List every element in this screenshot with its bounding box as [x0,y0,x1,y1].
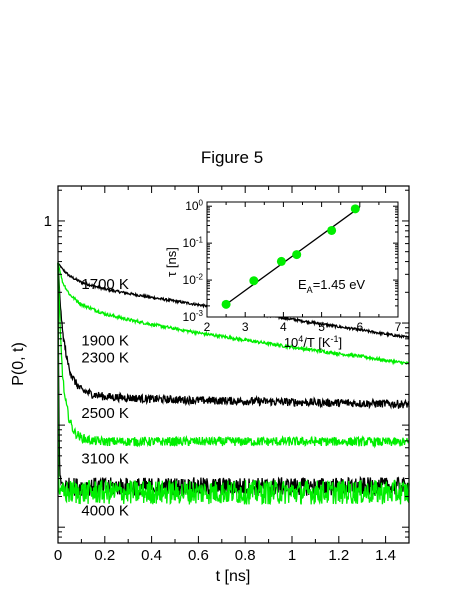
series-1900k-line [57,262,410,366]
figure-title: Figure 5 [201,148,263,167]
inset-x-tick-label: 2 [204,320,211,334]
inset-y-tick-label: 10-3​ [183,309,204,324]
inset-x-tick-label: 7 [395,320,402,334]
inset-x-tick-label: 5 [318,320,325,334]
inset-data-point [249,276,259,286]
main-y-axis-label: P(0, t) [10,342,27,386]
inset-x-axis-label: 104​/T [K-1​] [284,334,342,350]
inset-y-ticks: 10-3​ 10-2​ 10-1​ 100​ [183,198,398,324]
x-tick-label: 1.2 [328,547,349,564]
inset-x-ticks: 2 3 4 5 6 7 [204,202,402,334]
main-x-axis-label: t [ns] [216,568,251,585]
annotation-2300k: 2300 K [81,350,129,367]
inset-y-tick-label: 10-1​ [183,235,204,250]
series-2500k-line [57,262,410,449]
inset-data-point [350,204,360,214]
inset-x-tick-label: 4 [280,320,287,334]
inset-y-axis-label: τ [ns] [164,247,179,277]
inset-activation-energy-label: EA​=1.45 eV [298,277,365,295]
y-tick-label: 1 [44,213,52,230]
main-y-ticks: 1 [44,189,409,544]
inset-background [207,202,398,317]
x-tick-label: 0.6 [188,547,209,564]
inset-points-group [221,204,360,309]
inset-chart: 2 3 4 5 6 7 10-3​ 10-2​ 10-1​ 100​ 104​/T [K-1​]… [164,198,402,350]
x-tick-label: 0.2 [94,547,115,564]
annotation-2500k: 2500 K [81,405,129,422]
x-tick-label: 0.8 [235,547,256,564]
annotation-3100k: 3100 K [81,451,129,468]
main-series-group [57,262,410,506]
annotation-1700k: 1700 K [81,276,129,293]
series-4000k-line [57,262,410,506]
x-tick-label: 0.4 [141,547,162,564]
annotation-4000k: 4000 K [81,503,129,520]
x-tick-label: 1 [288,547,296,564]
series-2300k-line [57,262,410,410]
inset-data-point [221,299,231,309]
inset-y-tick-label: 100​ [185,198,203,213]
inset-data-point [276,256,286,266]
x-tick-label: 1.4 [375,547,396,564]
x-tick-label: 0 [54,547,62,564]
inset-x-tick-label: 6 [356,320,363,334]
annotation-1900k: 1900 K [81,333,129,350]
main-plot-frame [57,185,410,544]
inset-y-tick-label: 10-2​ [183,272,204,287]
main-x-ticks: 0 0.2 0.4 0.6 0.8 1 1.2 1.4 [54,186,410,564]
inset-x-tick-label: 3 [242,320,249,334]
inset-data-point [327,225,337,235]
inset-data-point [292,250,302,260]
